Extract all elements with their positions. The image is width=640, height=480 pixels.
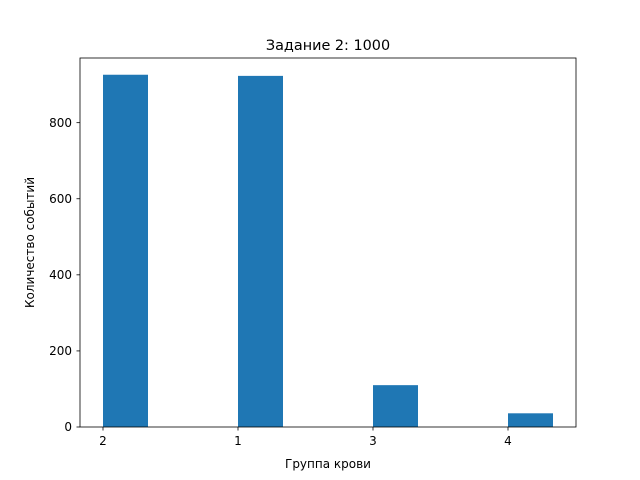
bar-4 [508, 413, 553, 427]
x-tick-label-1: 1 [234, 434, 242, 448]
bar-2 [103, 74, 148, 427]
x-axis-label: Группа крови [285, 457, 371, 471]
y-tick-label-800: 800 [49, 116, 72, 130]
y-axis-label: Количество событий [23, 177, 37, 308]
y-tick-label-200: 200 [49, 344, 72, 358]
x-tick-label-2: 2 [99, 434, 107, 448]
y-tick-label-600: 600 [49, 192, 72, 206]
bar-3 [373, 385, 418, 427]
bar-1 [238, 75, 283, 427]
bars [103, 74, 553, 427]
chart-title: Задание 2: 1000 [266, 38, 390, 54]
x-tick-label-3: 3 [369, 434, 377, 448]
y-tick-label-0: 0 [64, 420, 72, 434]
plot-frame [79, 57, 577, 428]
y-axis-ticks: 0 200 400 600 800 [49, 116, 80, 434]
x-tick-label-4: 4 [504, 434, 512, 448]
x-axis-ticks: 2 1 3 4 [99, 427, 512, 448]
y-tick-label-400: 400 [49, 268, 72, 282]
